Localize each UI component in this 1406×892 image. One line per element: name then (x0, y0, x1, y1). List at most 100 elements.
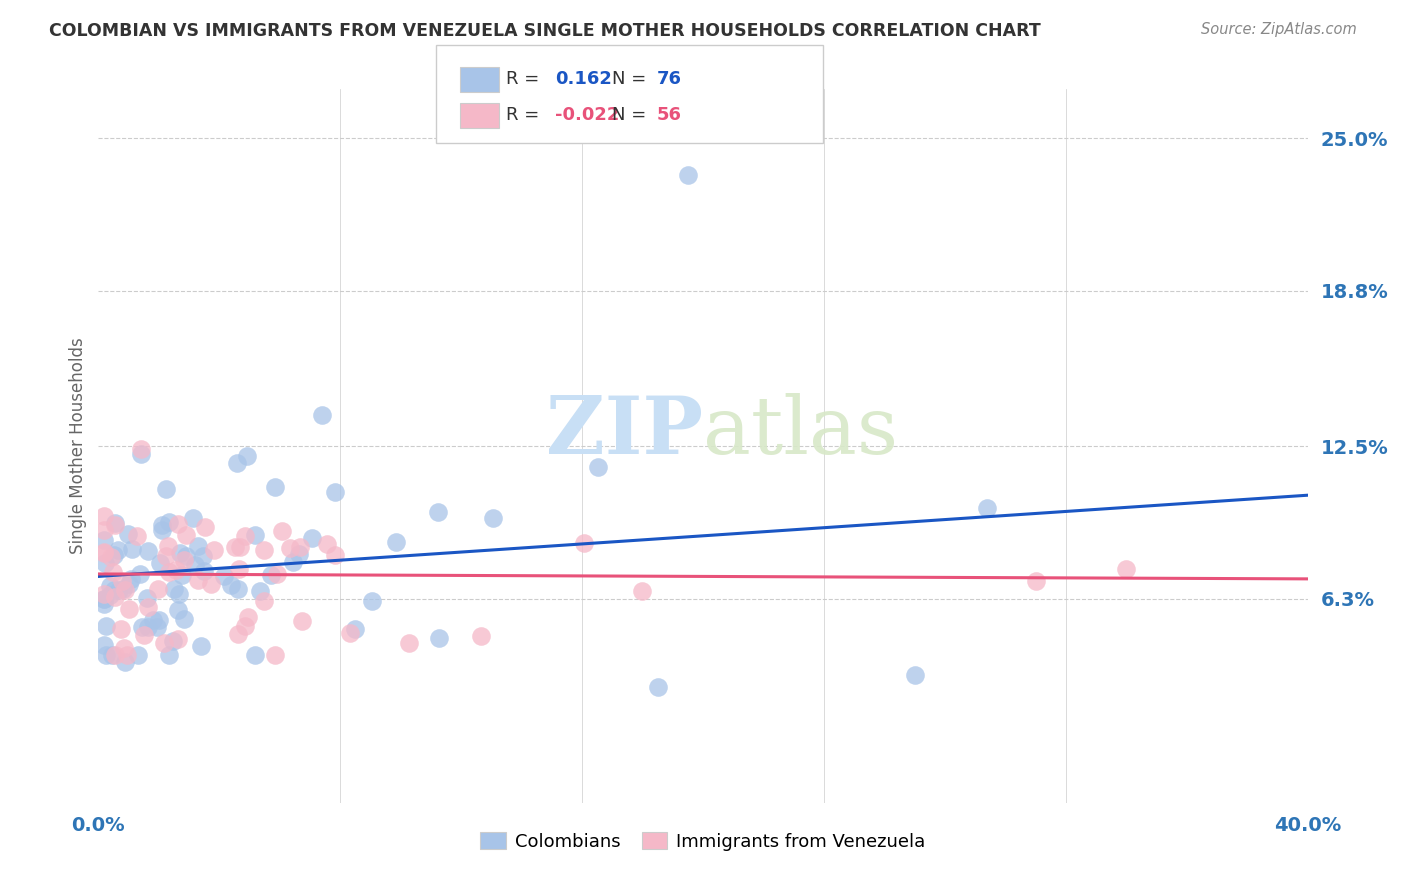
Point (93, 591, 115, 606)
Point (174, 549, 197, 563)
Point (264, 480, 287, 494)
Text: 0.162: 0.162 (555, 70, 612, 88)
Point (114, 656, 136, 670)
Text: ZIP: ZIP (546, 392, 703, 471)
Point (104, 590, 127, 604)
Text: R =: R = (506, 70, 546, 88)
Point (228, 582, 250, 597)
Point (219, 578, 242, 592)
Point (278, 541, 301, 555)
Point (187, 539, 209, 553)
Point (301, 532, 323, 546)
Text: N =: N = (612, 106, 651, 124)
Point (586, 460, 609, 475)
Point (117, 602, 139, 616)
Point (155, 549, 177, 563)
Text: COLOMBIAN VS IMMIGRANTS FROM VENEZUELA SINGLE MOTHER HOUSEHOLDS CORRELATION CHAR: COLOMBIAN VS IMMIGRANTS FROM VENEZUELA S… (49, 22, 1040, 40)
Point (104, 517, 127, 532)
Point (107, 542, 129, 557)
Point (120, 572, 142, 586)
Point (93, 587, 115, 601)
Point (193, 520, 215, 534)
Point (229, 541, 252, 555)
Text: Source: ZipAtlas.com: Source: ZipAtlas.com (1201, 22, 1357, 37)
Point (100, 549, 122, 564)
Point (132, 627, 155, 641)
Point (264, 648, 287, 662)
Point (101, 648, 124, 662)
Point (173, 553, 195, 567)
Text: R =: R = (506, 106, 546, 124)
Point (148, 613, 170, 627)
Point (93, 508, 115, 523)
Point (93, 524, 115, 538)
Point (181, 511, 204, 525)
Point (129, 567, 152, 582)
Point (93, 598, 115, 612)
Legend: Colombians, Immigrants from Venezuela: Colombians, Immigrants from Venezuela (474, 825, 932, 858)
Point (427, 505, 450, 519)
Point (162, 634, 184, 648)
Point (976, 501, 998, 516)
Point (117, 527, 139, 541)
Point (150, 523, 173, 537)
Point (131, 620, 153, 634)
Point (1115, 562, 1137, 576)
Point (202, 542, 225, 557)
Point (252, 594, 274, 608)
Point (212, 568, 235, 582)
Point (112, 641, 135, 656)
Point (226, 456, 249, 470)
Point (243, 648, 266, 662)
Point (904, 668, 927, 682)
Point (360, 593, 382, 607)
Point (339, 625, 361, 640)
Point (385, 534, 408, 549)
Point (149, 556, 172, 570)
Point (187, 573, 209, 587)
Point (259, 568, 281, 582)
Point (184, 558, 207, 572)
Point (224, 540, 246, 554)
Point (136, 620, 159, 634)
Point (226, 627, 249, 641)
Point (155, 483, 177, 497)
Point (157, 648, 180, 662)
Point (118, 577, 141, 591)
Point (200, 577, 222, 591)
Point (103, 516, 125, 530)
Point (146, 619, 169, 633)
Point (470, 630, 492, 644)
Point (96, 619, 118, 633)
Point (290, 540, 312, 554)
Point (167, 516, 190, 531)
Point (173, 611, 195, 625)
Point (236, 610, 259, 624)
Point (676, 169, 699, 183)
Point (193, 549, 215, 563)
Point (136, 544, 159, 558)
Point (228, 562, 250, 576)
Point (127, 648, 149, 662)
Point (121, 541, 143, 556)
Point (190, 639, 212, 653)
Point (93, 546, 115, 560)
Point (167, 587, 190, 601)
Point (157, 516, 180, 530)
Point (101, 566, 124, 580)
Point (98, 579, 121, 593)
Point (323, 484, 346, 499)
Point (93, 638, 115, 652)
Point (125, 529, 148, 543)
Y-axis label: Single Mother Households: Single Mother Households (69, 338, 87, 554)
Point (193, 564, 215, 578)
Point (245, 528, 267, 542)
Point (311, 408, 333, 422)
Point (93, 533, 115, 548)
Point (157, 566, 180, 580)
Point (111, 574, 134, 588)
Text: N =: N = (612, 70, 651, 88)
Point (110, 623, 132, 637)
Text: 76: 76 (657, 70, 682, 88)
Point (172, 568, 194, 582)
